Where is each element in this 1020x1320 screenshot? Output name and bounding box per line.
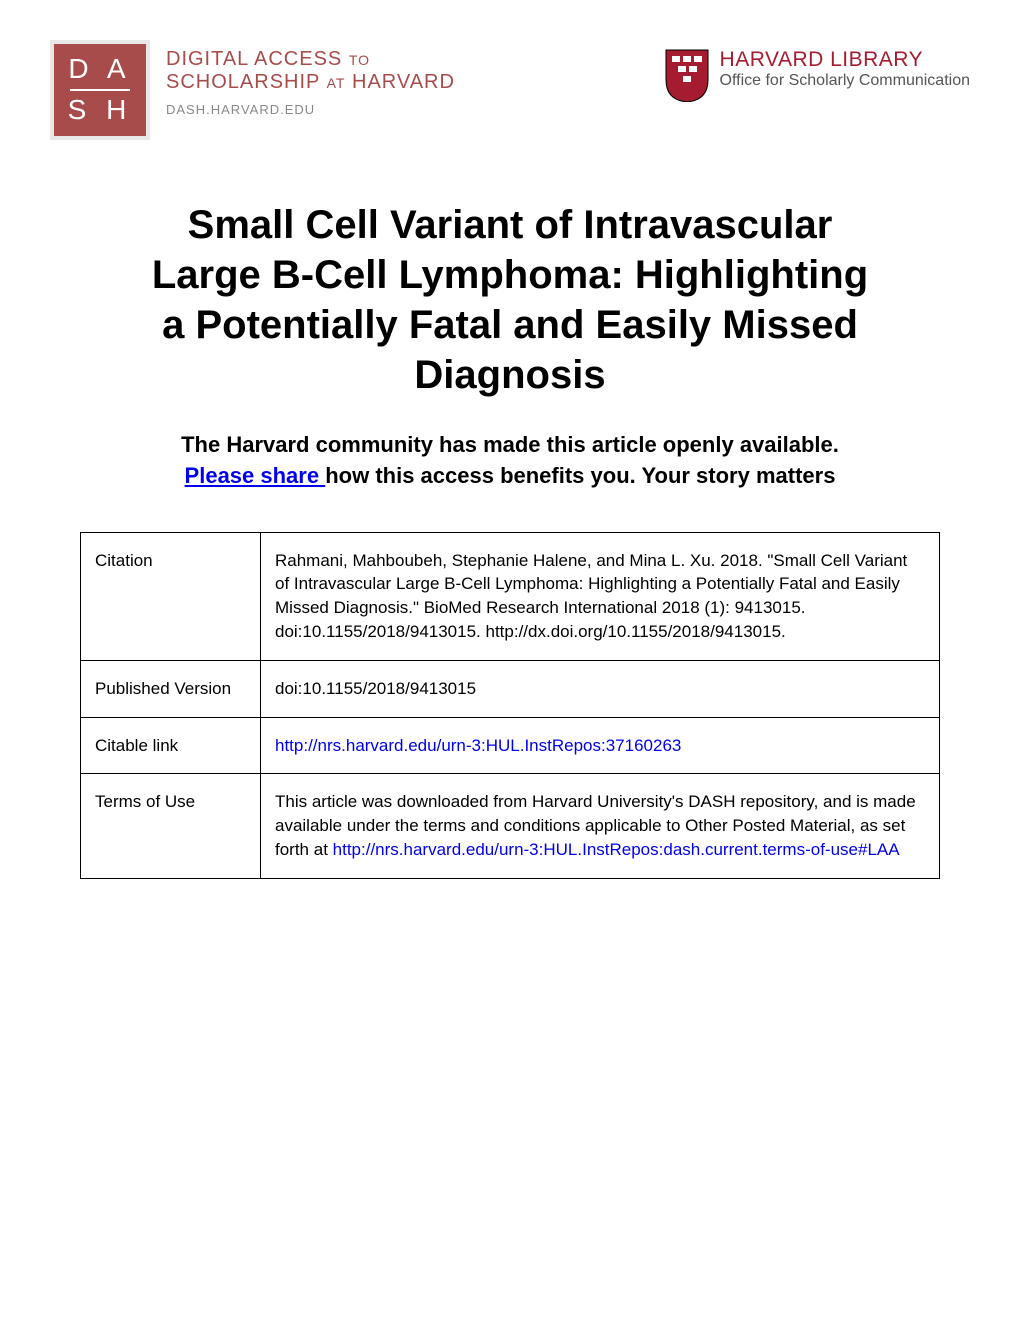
dash-line2-b: AT (327, 75, 346, 91)
citation-label: Citation (81, 532, 261, 660)
metadata-table: Citation Rahmani, Mahboubeh, Stephanie H… (80, 532, 940, 879)
dash-line2-a: SCHOLARSHIP (166, 71, 320, 93)
table-row-citation: Citation Rahmani, Mahboubeh, Stephanie H… (81, 532, 940, 660)
table-row-published: Published Version doi:10.1155/2018/94130… (81, 660, 940, 717)
please-share-link[interactable]: Please share (185, 463, 326, 488)
citable-value: http://nrs.harvard.edu/urn-3:HUL.InstRep… (261, 717, 940, 774)
subtitle-post: how this access benefits you. Your story… (325, 463, 835, 488)
access-statement: The Harvard community has made this arti… (180, 430, 840, 492)
table-row-citable: Citable link http://nrs.harvard.edu/urn-… (81, 717, 940, 774)
dash-logo-bottom: S H (68, 95, 133, 126)
table-row-terms: Terms of Use This article was downloaded… (81, 774, 940, 878)
dash-line1-b: TO (349, 52, 370, 68)
dash-line2-c: HARVARD (352, 71, 455, 93)
terms-value: This article was downloaded from Harvard… (261, 774, 940, 878)
published-label: Published Version (81, 660, 261, 717)
article-title: Small Cell Variant of Intravascular Larg… (140, 200, 880, 400)
dash-line2: SCHOLARSHIP AT HARVARD (166, 71, 455, 94)
dash-brand: D A S H DIGITAL ACCESS TO SCHOLARSHIP AT… (50, 40, 455, 140)
terms-label: Terms of Use (81, 774, 261, 878)
harvard-brand: HARVARD LIBRARY Office for Scholarly Com… (664, 40, 970, 102)
citable-link[interactable]: http://nrs.harvard.edu/urn-3:HUL.InstRep… (275, 736, 681, 755)
dash-line1: DIGITAL ACCESS TO (166, 48, 455, 71)
harvard-line2: Office for Scholarly Communication (720, 72, 970, 90)
citation-value: Rahmani, Mahboubeh, Stephanie Halene, an… (261, 532, 940, 660)
harvard-shield-icon (664, 48, 710, 102)
dash-logo-divider (70, 89, 130, 91)
terms-link[interactable]: http://nrs.harvard.edu/urn-3:HUL.InstRep… (333, 840, 900, 859)
dash-logo-top: D A (68, 54, 131, 85)
published-value: doi:10.1155/2018/9413015 (261, 660, 940, 717)
dash-url: DASH.HARVARD.EDU (166, 102, 455, 117)
subtitle-pre: The Harvard community has made this arti… (181, 432, 839, 457)
dash-text-block: DIGITAL ACCESS TO SCHOLARSHIP AT HARVARD… (166, 40, 455, 117)
dash-logo: D A S H (50, 40, 150, 140)
harvard-line1: HARVARD LIBRARY (720, 48, 970, 72)
dash-line1-a: DIGITAL ACCESS (166, 48, 342, 70)
page-header: D A S H DIGITAL ACCESS TO SCHOLARSHIP AT… (50, 40, 970, 140)
harvard-text-block: HARVARD LIBRARY Office for Scholarly Com… (720, 48, 970, 90)
citable-label: Citable link (81, 717, 261, 774)
